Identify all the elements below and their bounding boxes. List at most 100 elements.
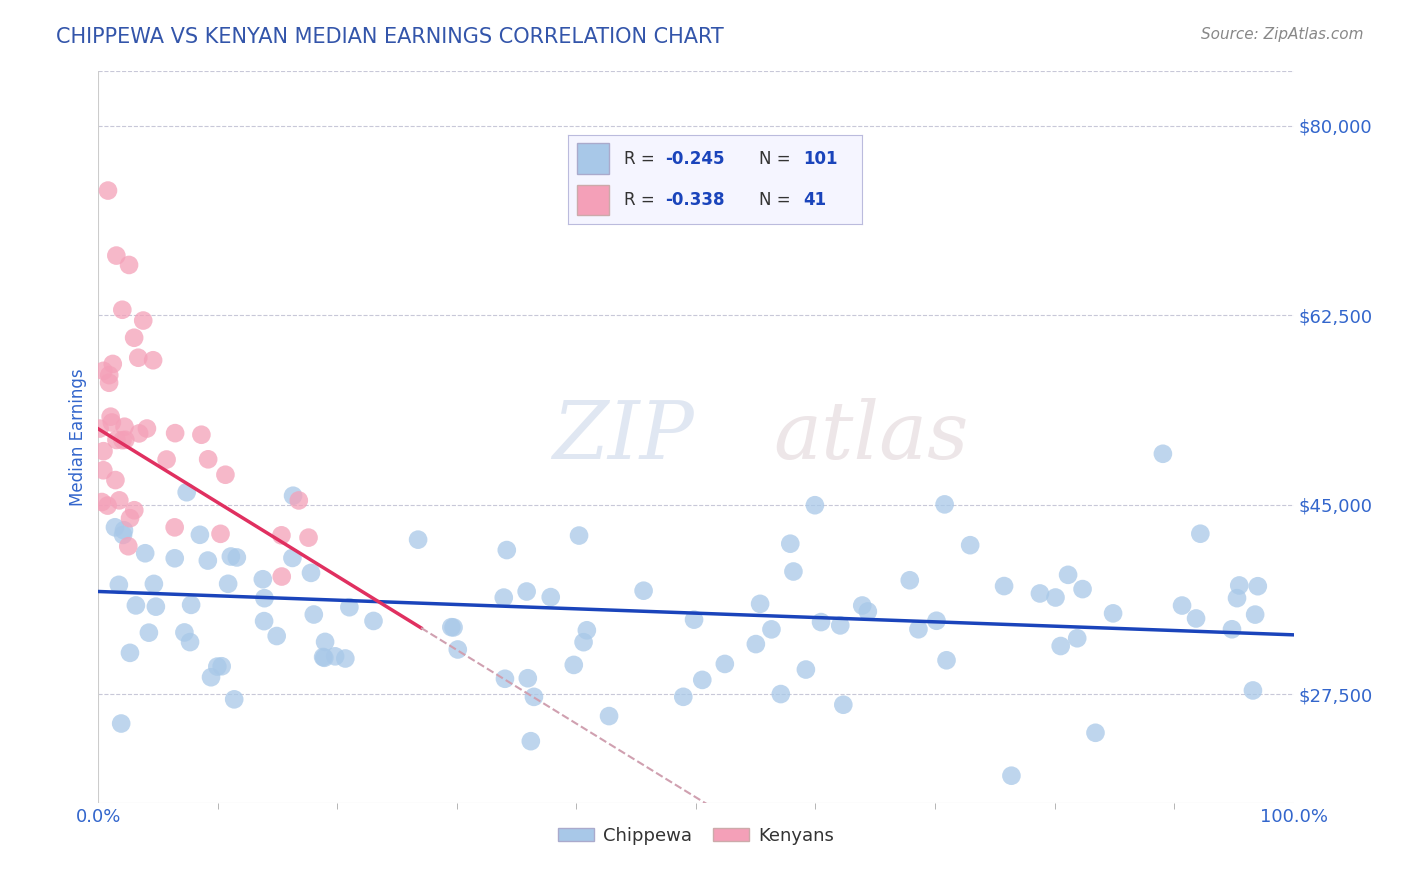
Point: [335, 651, 357, 665]
Point: [523, 690, 546, 704]
Point: [111, 302, 134, 317]
Point: [1057, 567, 1080, 582]
Point: [562, 657, 585, 672]
Point: [1000, 769, 1022, 783]
Point: [1152, 447, 1174, 461]
Point: [124, 503, 146, 517]
Point: [782, 565, 804, 579]
Text: N =: N =: [759, 191, 796, 209]
Point: [118, 258, 141, 272]
Point: [281, 550, 304, 565]
Point: [125, 599, 148, 613]
Point: [363, 614, 385, 628]
Point: [1049, 639, 1071, 653]
Point: [492, 591, 515, 605]
Point: [112, 528, 135, 542]
Point: [225, 550, 247, 565]
Point: [155, 452, 177, 467]
Point: [714, 657, 737, 671]
Point: [90, 495, 112, 509]
Point: [165, 426, 187, 441]
Point: [142, 577, 165, 591]
Point: [111, 433, 134, 447]
Point: [794, 663, 817, 677]
Point: [1189, 526, 1212, 541]
Point: [108, 493, 131, 508]
Point: [134, 546, 156, 560]
Point: [270, 569, 292, 583]
Point: [745, 637, 768, 651]
Point: [253, 614, 276, 628]
Point: [568, 528, 591, 542]
Point: [1220, 622, 1243, 636]
Point: [104, 473, 127, 487]
Point: [114, 433, 136, 447]
Point: [1247, 579, 1270, 593]
Point: [135, 421, 157, 435]
Point: [105, 249, 128, 263]
Text: CHIPPEWA VS KENYAN MEDIAN EARNINGS CORRELATION CHART: CHIPPEWA VS KENYAN MEDIAN EARNINGS CORRE…: [56, 27, 724, 46]
Point: [851, 599, 873, 613]
Point: [540, 590, 562, 604]
Point: [91, 463, 114, 477]
Point: [314, 635, 336, 649]
Point: [100, 409, 122, 424]
Point: [907, 622, 929, 636]
Point: [214, 467, 236, 482]
Point: [93, 444, 115, 458]
Point: [898, 574, 921, 588]
Point: [163, 520, 186, 534]
Point: [200, 670, 222, 684]
Point: [832, 698, 855, 712]
Point: [142, 353, 165, 368]
Point: [1185, 611, 1208, 625]
Point: [690, 673, 713, 687]
Text: 41: 41: [803, 191, 827, 209]
Point: [1226, 591, 1249, 606]
Text: R =: R =: [624, 191, 659, 209]
Point: [252, 572, 274, 586]
Point: [856, 604, 879, 618]
Point: [1244, 607, 1267, 622]
Point: [207, 659, 229, 673]
Point: [253, 591, 276, 606]
Point: [749, 597, 772, 611]
Point: [1102, 607, 1125, 621]
Point: [188, 528, 211, 542]
Point: [112, 523, 135, 537]
Text: ZIP: ZIP: [553, 399, 695, 475]
Point: [440, 620, 463, 634]
Point: [779, 537, 801, 551]
Point: [1227, 578, 1250, 592]
Point: [105, 433, 128, 447]
Point: [89, 421, 111, 435]
Point: [98, 376, 121, 390]
Point: [114, 419, 136, 434]
Text: R =: R =: [624, 150, 659, 168]
Point: [959, 538, 981, 552]
Point: [683, 613, 706, 627]
Point: [575, 624, 598, 638]
Point: [925, 614, 948, 628]
Point: [122, 331, 145, 345]
Point: [516, 671, 538, 685]
Point: [209, 526, 232, 541]
Point: [598, 709, 620, 723]
Point: [104, 520, 127, 534]
Point: [97, 499, 120, 513]
Point: [314, 650, 336, 665]
Point: [1029, 586, 1052, 600]
Point: [128, 426, 150, 441]
Text: -0.245: -0.245: [665, 150, 724, 168]
Point: [520, 734, 543, 748]
Point: [180, 598, 202, 612]
Point: [117, 539, 139, 553]
Point: [98, 368, 121, 383]
Point: [108, 578, 131, 592]
Point: [110, 716, 132, 731]
Point: [1084, 726, 1107, 740]
Y-axis label: Median Earnings: Median Earnings: [69, 368, 87, 506]
Point: [1071, 582, 1094, 596]
Point: [173, 625, 195, 640]
Point: [672, 690, 695, 704]
